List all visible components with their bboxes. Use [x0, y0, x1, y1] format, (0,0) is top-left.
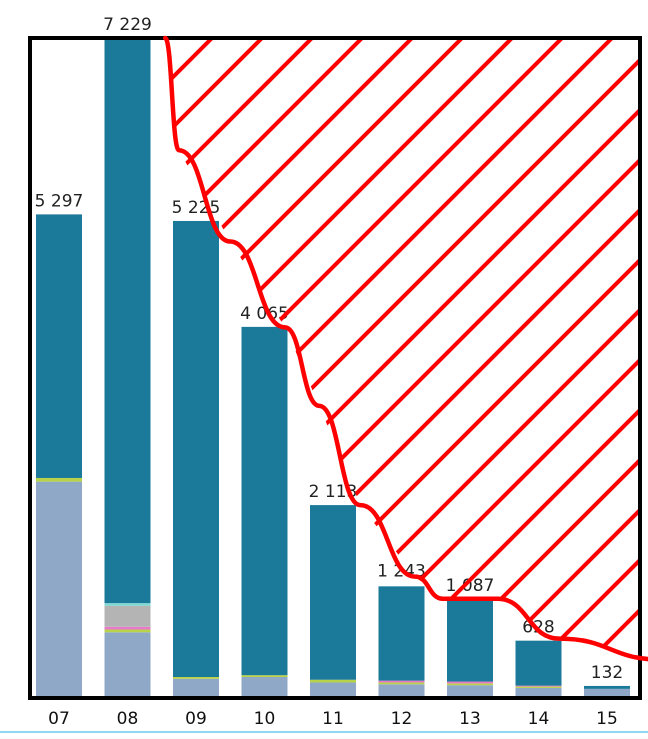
bar-segment-08-4	[104, 603, 151, 606]
x-tick-09: 09	[185, 709, 207, 729]
bar-segment-09-5	[173, 220, 219, 678]
bar-segment-14-5	[515, 640, 562, 686]
bar-segment-08-0	[104, 632, 151, 698]
bar-segment-10-1	[241, 675, 288, 678]
bar-segment-13-0	[447, 685, 493, 698]
bar-segment-14-0	[515, 687, 562, 698]
bar-segment-12-2	[378, 680, 425, 683]
x-tick-12: 12	[391, 709, 413, 729]
bar-segment-07-0	[36, 481, 82, 698]
value-label-09: 5 225	[172, 198, 221, 218]
x-tick-08: 08	[117, 709, 139, 729]
hatch-line-6	[165, 38, 452, 660]
bar-segment-10-5	[241, 326, 288, 676]
hatch-line-3	[165, 38, 302, 660]
plot-frame	[28, 36, 642, 700]
hatch-line-9	[165, 38, 602, 660]
hatch-line-4	[165, 38, 352, 660]
bar-segment-09-0	[173, 678, 219, 698]
bar-segment-14-1	[515, 686, 562, 688]
value-label-10: 4 065	[240, 304, 289, 324]
value-label-15: 132	[591, 663, 623, 683]
bar-segment-11-0	[310, 682, 356, 698]
x-tick-15: 15	[596, 709, 618, 729]
x-tick-10: 10	[254, 709, 276, 729]
bar-layer	[36, 38, 630, 698]
bar-segment-13-5	[447, 598, 493, 682]
bar-segment-12-5	[378, 586, 425, 681]
x-tick-11: 11	[322, 709, 344, 729]
x-axis-ticks: 07 08 09 10 11 12 13 14 15	[48, 709, 618, 729]
bar-segment-13-2	[447, 681, 493, 684]
bar-segment-13-1	[447, 683, 493, 686]
bar-segment-15-5	[584, 685, 630, 689]
hatch-line-7	[165, 38, 502, 660]
bar-segment-08-1	[104, 629, 151, 633]
bar-segment-07-5	[36, 214, 82, 478]
bar-segment-11-5	[310, 505, 356, 680]
annotation-curve	[162, 35, 648, 662]
bar-segment-10-0	[241, 677, 288, 698]
bar-segment-15-0	[584, 688, 630, 698]
x-tick-14: 14	[528, 709, 550, 729]
x-tick-07: 07	[48, 709, 70, 729]
hatch-line-12	[165, 38, 640, 660]
hatch-line-21	[458, 38, 640, 660]
bar-segment-08-2	[104, 626, 151, 630]
hatch-line-22	[508, 38, 640, 660]
bar-segment-14-2	[515, 685, 562, 687]
bar-segment-07-1	[36, 477, 82, 482]
hatch-line-5	[165, 38, 402, 660]
value-label-08: 7 229	[103, 15, 152, 35]
bar-segment-11-1	[310, 679, 356, 683]
value-label-07: 5 297	[35, 191, 84, 211]
bar-segment-08-5	[104, 38, 151, 604]
bar-segment-12-0	[378, 684, 425, 698]
x-tick-13: 13	[459, 709, 481, 729]
bar-segment-12-1	[378, 682, 425, 685]
hatch-line-20	[408, 38, 640, 660]
bar-segment-08-3	[104, 605, 151, 627]
bar-segment-09-1	[173, 677, 219, 679]
